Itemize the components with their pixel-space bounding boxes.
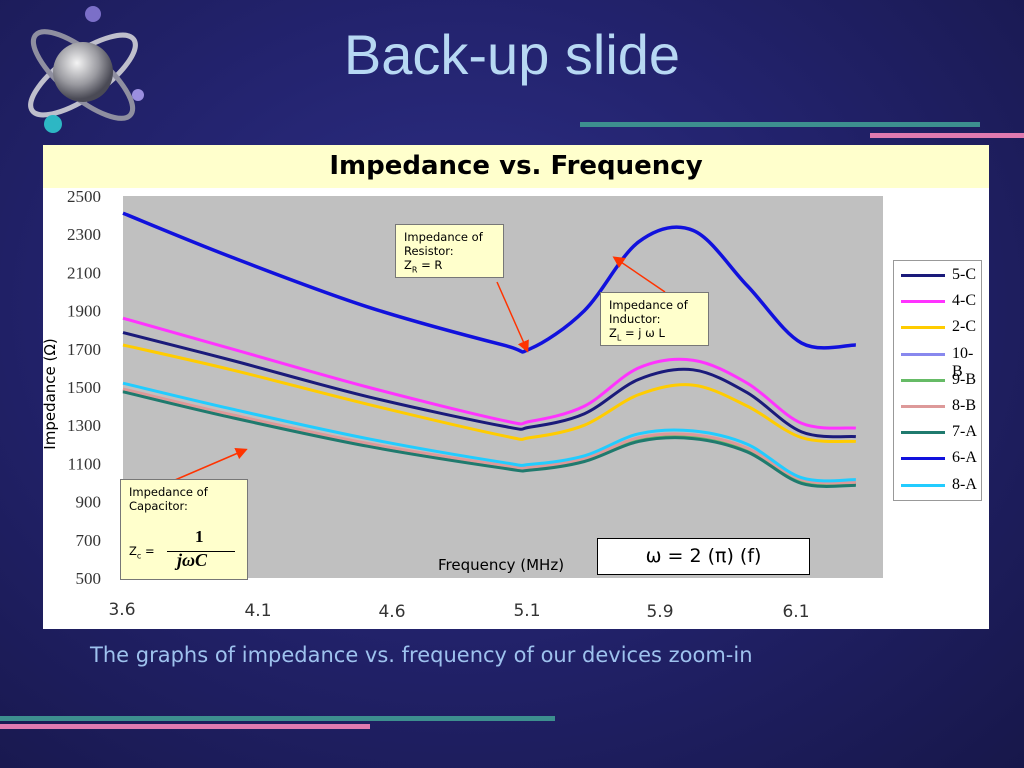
y-tick-label: 900 bbox=[76, 493, 102, 512]
series-line-7-A bbox=[122, 390, 856, 488]
x-tick-label: 3.6 bbox=[108, 600, 135, 620]
legend-item: 4-C bbox=[899, 291, 979, 311]
y-axis-label: Impedance (Ω) bbox=[41, 338, 59, 450]
x-tick-label: 6.1 bbox=[782, 602, 809, 622]
legend-item: 7-A bbox=[899, 422, 979, 442]
legend-swatch bbox=[901, 300, 945, 304]
omega-formula-box: ω = 2 (π) (f) bbox=[597, 538, 810, 575]
legend-swatch bbox=[901, 405, 945, 408]
decor-line-top-1 bbox=[580, 122, 980, 127]
series-line-6-A bbox=[122, 211, 856, 354]
capacitor-callout-line2: Capacitor: bbox=[129, 499, 188, 513]
decor-line-bottom-1 bbox=[0, 716, 555, 721]
y-tick-label: 2300 bbox=[67, 225, 101, 244]
legend-item: 10-B bbox=[899, 344, 979, 380]
capacitor-callout: Impedance of Capacitor: Zc = 1 jωC bbox=[120, 479, 248, 580]
chart-legend: 5-C 4-C 2-C 10-B 9-B 8-B 7-A 6-A 8-A bbox=[893, 260, 982, 501]
series-line-8-B bbox=[122, 387, 856, 485]
legend-item: 2-C bbox=[899, 317, 979, 337]
series-line-2-C bbox=[122, 343, 856, 443]
inductor-callout-line2: Inductor: bbox=[609, 312, 661, 326]
legend-label: 4-C bbox=[952, 292, 976, 310]
resistor-arrow bbox=[496, 281, 529, 353]
x-tick-label: 5.9 bbox=[646, 602, 673, 622]
legend-label: 6-A bbox=[952, 449, 977, 467]
resistor-formula: ZR = R bbox=[404, 258, 443, 275]
x-axis-label: Frequency (MHz) bbox=[438, 556, 565, 574]
y-axis: 2500 2300 2100 1900 1700 1500 1300 1100 900 700 50… bbox=[67, 187, 101, 588]
legend-swatch bbox=[901, 274, 945, 277]
series-line-4-C bbox=[122, 316, 856, 430]
legend-label: 2-C bbox=[952, 318, 976, 336]
inductor-callout: Impedance of Inductor: ZL = j ω L bbox=[600, 292, 709, 346]
x-tick-label: 5.1 bbox=[513, 601, 540, 621]
x-tick-label: 4.1 bbox=[244, 601, 271, 621]
legend-swatch bbox=[901, 431, 945, 435]
legend-item: 8-A bbox=[899, 475, 979, 495]
resistor-callout-line2: Resistor: bbox=[404, 244, 454, 258]
decor-line-bottom-2 bbox=[0, 724, 370, 729]
y-tick-label: 1100 bbox=[68, 454, 101, 473]
legend-swatch bbox=[901, 352, 945, 356]
fraction-denominator: jωC bbox=[177, 550, 208, 570]
legend-swatch bbox=[901, 378, 945, 382]
resistor-callout: Impedance of Resistor: ZR = R bbox=[395, 224, 504, 278]
y-tick-label: 2500 bbox=[67, 187, 101, 206]
y-tick-label: 2100 bbox=[67, 263, 101, 282]
inductor-callout-line1: Impedance of bbox=[609, 298, 688, 312]
legend-item: 6-A bbox=[899, 448, 979, 468]
capacitor-callout-line1: Impedance of bbox=[129, 485, 208, 499]
y-tick-label: 700 bbox=[76, 531, 102, 550]
y-tick-label: 1700 bbox=[67, 340, 101, 359]
legend-swatch bbox=[901, 457, 945, 461]
legend-label: 8-B bbox=[952, 397, 976, 414]
y-tick-label: 1500 bbox=[67, 378, 101, 397]
legend-label: 5-C bbox=[952, 266, 976, 283]
legend-label: 7-A bbox=[952, 423, 977, 441]
legend-item: 5-C bbox=[899, 265, 979, 285]
slide-caption: The graphs of impedance vs. frequency of… bbox=[90, 643, 753, 667]
y-tick-label: 1900 bbox=[67, 302, 101, 321]
legend-label: 9-B bbox=[952, 370, 976, 388]
chart-title-bar: Impedance vs. Frequency bbox=[43, 145, 989, 188]
series-group bbox=[122, 211, 856, 488]
legend-label: 8-A bbox=[952, 475, 977, 493]
slide-title: Back-up slide bbox=[343, 23, 681, 86]
legend-item: 8-B bbox=[899, 396, 979, 416]
x-axis: 3.6 4.1 4.6 5.1 5.9 6.1 bbox=[108, 600, 809, 622]
series-line-8-A bbox=[122, 381, 856, 483]
y-tick-label: 1300 bbox=[67, 416, 101, 435]
resistor-callout-line1: Impedance of bbox=[404, 230, 483, 244]
legend-swatch bbox=[901, 483, 945, 487]
series-line-5-C bbox=[122, 331, 856, 439]
inductor-formula: ZL = j ω L bbox=[609, 326, 665, 343]
legend-item: 9-B bbox=[899, 370, 979, 390]
atom-logo-icon bbox=[28, 6, 144, 133]
capacitor-arrow bbox=[174, 448, 248, 481]
legend-swatch bbox=[901, 326, 945, 330]
inductor-arrow bbox=[612, 256, 666, 293]
decor-line-top-2 bbox=[870, 133, 1024, 138]
chart-title: Impedance vs. Frequency bbox=[329, 151, 703, 181]
fraction-numerator: 1 bbox=[195, 527, 204, 546]
fraction-bar bbox=[167, 551, 235, 552]
y-tick-label: 500 bbox=[76, 569, 102, 588]
x-tick-label: 4.6 bbox=[378, 602, 405, 622]
legend-label: 10-B bbox=[952, 344, 974, 380]
